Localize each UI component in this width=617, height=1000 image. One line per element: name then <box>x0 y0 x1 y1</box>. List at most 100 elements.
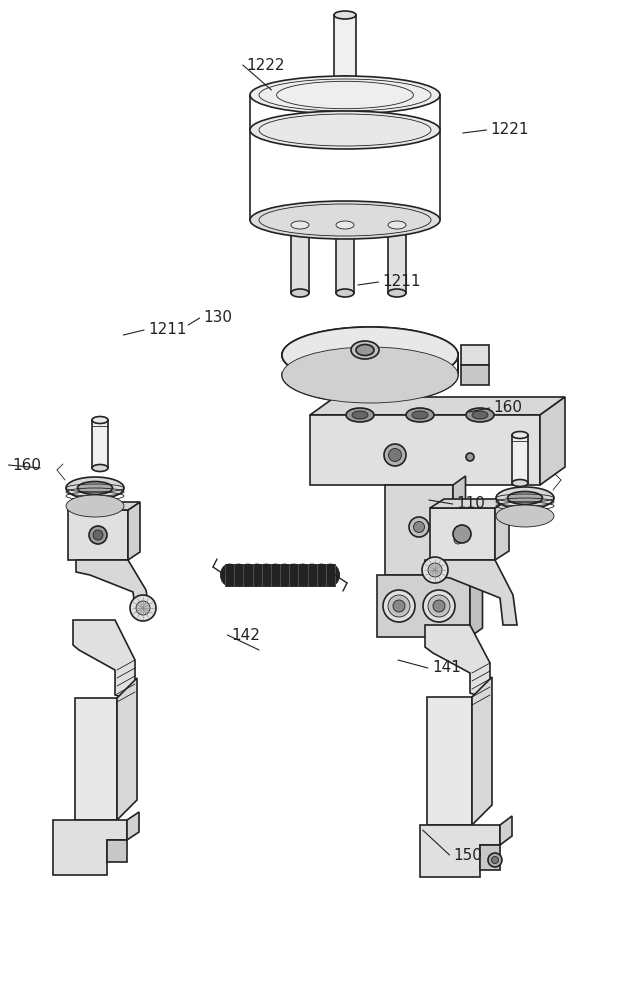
Polygon shape <box>310 397 565 415</box>
Polygon shape <box>128 502 140 560</box>
Polygon shape <box>472 677 492 825</box>
Ellipse shape <box>136 601 150 615</box>
Bar <box>461 345 489 365</box>
Ellipse shape <box>239 564 257 586</box>
Ellipse shape <box>220 564 239 586</box>
Ellipse shape <box>512 480 528 487</box>
Bar <box>388 225 406 293</box>
Text: 1211: 1211 <box>383 274 421 290</box>
Polygon shape <box>470 566 482 637</box>
Bar <box>512 435 528 483</box>
Text: 160: 160 <box>12 458 41 473</box>
Ellipse shape <box>508 491 542 504</box>
Ellipse shape <box>312 564 331 586</box>
Polygon shape <box>480 845 500 870</box>
Polygon shape <box>377 575 470 637</box>
Ellipse shape <box>466 408 494 422</box>
Ellipse shape <box>248 564 267 586</box>
Polygon shape <box>76 560 150 615</box>
Polygon shape <box>68 510 128 560</box>
Polygon shape <box>540 397 565 485</box>
Ellipse shape <box>428 563 442 577</box>
Ellipse shape <box>422 557 448 583</box>
Ellipse shape <box>428 595 450 617</box>
Ellipse shape <box>488 853 502 867</box>
Polygon shape <box>117 678 137 820</box>
Polygon shape <box>310 415 540 485</box>
Polygon shape <box>73 620 135 700</box>
Ellipse shape <box>89 526 107 544</box>
Ellipse shape <box>130 595 156 621</box>
Ellipse shape <box>406 408 434 422</box>
Ellipse shape <box>334 11 356 19</box>
Polygon shape <box>68 502 140 510</box>
Ellipse shape <box>454 536 462 544</box>
Ellipse shape <box>275 564 294 586</box>
Ellipse shape <box>294 564 312 586</box>
Text: 1222: 1222 <box>247 57 285 73</box>
Text: 142: 142 <box>231 628 260 643</box>
Ellipse shape <box>388 289 406 297</box>
Text: 141: 141 <box>432 660 461 676</box>
Ellipse shape <box>383 590 415 622</box>
Ellipse shape <box>496 505 554 527</box>
Ellipse shape <box>291 289 309 297</box>
Bar <box>334 15 356 80</box>
Ellipse shape <box>66 477 124 499</box>
Ellipse shape <box>336 289 354 297</box>
Bar <box>92 420 108 468</box>
Polygon shape <box>282 327 458 383</box>
Ellipse shape <box>412 411 428 419</box>
Ellipse shape <box>250 201 440 239</box>
Ellipse shape <box>433 600 445 612</box>
Ellipse shape <box>92 464 108 472</box>
Polygon shape <box>282 327 458 383</box>
Text: 150: 150 <box>453 848 482 862</box>
Ellipse shape <box>78 482 112 494</box>
Ellipse shape <box>334 76 356 84</box>
Ellipse shape <box>303 564 321 586</box>
Ellipse shape <box>267 564 284 586</box>
Ellipse shape <box>453 525 471 543</box>
Polygon shape <box>53 820 127 875</box>
Polygon shape <box>425 560 517 625</box>
Ellipse shape <box>466 453 474 461</box>
Polygon shape <box>75 698 117 820</box>
Ellipse shape <box>291 221 309 229</box>
Ellipse shape <box>250 111 440 149</box>
Ellipse shape <box>512 432 528 438</box>
Bar <box>291 225 309 293</box>
Ellipse shape <box>352 411 368 419</box>
Ellipse shape <box>492 856 499 863</box>
Polygon shape <box>430 499 509 508</box>
Ellipse shape <box>389 448 402 462</box>
Ellipse shape <box>409 517 429 537</box>
Text: 130: 130 <box>204 310 233 326</box>
Text: 1221: 1221 <box>491 122 529 137</box>
Polygon shape <box>107 840 127 862</box>
Bar <box>225 564 335 586</box>
Ellipse shape <box>346 408 374 422</box>
Ellipse shape <box>321 564 339 586</box>
Text: 160: 160 <box>494 400 523 416</box>
Ellipse shape <box>351 341 379 359</box>
Ellipse shape <box>284 564 303 586</box>
Ellipse shape <box>356 344 374 356</box>
Ellipse shape <box>388 221 406 229</box>
Polygon shape <box>425 625 490 700</box>
Ellipse shape <box>496 487 554 509</box>
Ellipse shape <box>388 595 410 617</box>
Ellipse shape <box>336 221 354 229</box>
Polygon shape <box>453 476 465 575</box>
Ellipse shape <box>282 347 458 403</box>
Ellipse shape <box>423 590 455 622</box>
Ellipse shape <box>384 444 406 466</box>
Polygon shape <box>282 352 458 403</box>
Polygon shape <box>495 499 509 560</box>
Ellipse shape <box>92 416 108 424</box>
Ellipse shape <box>93 530 103 540</box>
Polygon shape <box>430 508 495 560</box>
Ellipse shape <box>393 600 405 612</box>
Ellipse shape <box>250 76 440 114</box>
Bar <box>461 365 489 385</box>
